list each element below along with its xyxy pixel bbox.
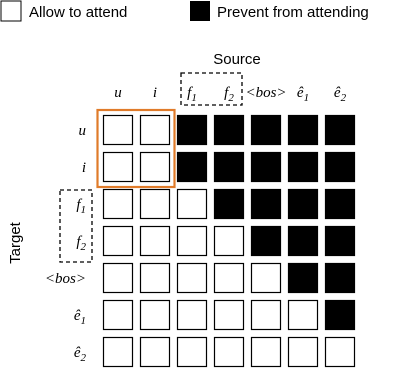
mask-cell-r5-c5 xyxy=(287,299,319,331)
target-label-1: i xyxy=(82,160,86,176)
source-label-6-text: ê xyxy=(334,85,341,101)
mask-cell-r6-c3 xyxy=(213,336,245,368)
target-axis-label: Target xyxy=(7,221,24,264)
mask-cell-r1-c6 xyxy=(324,151,356,183)
mask-cell-r0-c6 xyxy=(324,114,356,146)
mask-cell-r0-c1 xyxy=(139,114,171,146)
legend-allow-swatch xyxy=(0,0,22,22)
source-label-6-subscript: 2 xyxy=(341,92,347,104)
mask-cell-r1-c1 xyxy=(139,151,171,183)
mask-cell-r2-c3 xyxy=(213,188,245,220)
target-label-4-text: <bos> xyxy=(45,271,86,287)
mask-cell-r1-c2 xyxy=(176,151,208,183)
mask-cell-r3-c0 xyxy=(102,225,134,257)
source-label-2-subscript: 1 xyxy=(191,92,197,104)
source-label-3-subscript: 2 xyxy=(228,92,234,104)
target-label-3: f2 xyxy=(76,234,86,253)
mask-cell-r4-c3 xyxy=(213,262,245,294)
mask-cell-r4-c2 xyxy=(176,262,208,294)
target-label-0-text: u xyxy=(79,123,87,139)
target-label-2: f1 xyxy=(76,197,86,216)
mask-cell-r6-c4 xyxy=(250,336,282,368)
mask-cell-r5-c0 xyxy=(102,299,134,331)
legend-prevent-swatch xyxy=(190,1,210,21)
mask-cell-r6-c6 xyxy=(324,336,356,368)
target-label-6-text: ê xyxy=(74,345,81,361)
target-label-6-subscript: 2 xyxy=(81,352,87,364)
target-label-0: u xyxy=(79,123,87,139)
mask-cell-r5-c6 xyxy=(324,299,356,331)
target-feature-bracket xyxy=(59,189,93,263)
mask-cell-r5-c3 xyxy=(213,299,245,331)
source-label-6: ê2 xyxy=(334,85,347,104)
mask-cell-r3-c3 xyxy=(213,225,245,257)
source-token-labels: u i f1 f2 <bos> ê1 ê2 xyxy=(114,85,346,104)
mask-cell-r2-c1 xyxy=(139,188,171,220)
target-label-5: ê1 xyxy=(74,308,86,327)
mask-cell-r2-c4 xyxy=(250,188,282,220)
target-label-6: ê2 xyxy=(74,345,87,364)
mask-cell-r0-c5 xyxy=(287,114,319,146)
mask-cell-r5-c4 xyxy=(250,299,282,331)
target-label-4: <bos> xyxy=(45,271,86,287)
mask-grid xyxy=(102,114,356,368)
mask-cell-r1-c4 xyxy=(250,151,282,183)
target-label-5-subscript: 1 xyxy=(81,315,87,327)
mask-cell-r0-c0 xyxy=(102,114,134,146)
mask-cell-r3-c6 xyxy=(324,225,356,257)
source-label-3-text: f xyxy=(224,85,230,101)
user-item-highlight xyxy=(96,108,176,189)
source-feature-bracket xyxy=(180,72,243,106)
mask-cell-r4-c4 xyxy=(250,262,282,294)
mask-cell-r3-c5 xyxy=(287,225,319,257)
target-label-2-text: f xyxy=(76,197,82,213)
mask-cell-r4-c5 xyxy=(287,262,319,294)
mask-cell-r6-c0 xyxy=(102,336,134,368)
source-label-5: ê1 xyxy=(297,85,309,104)
mask-cell-r2-c5 xyxy=(287,188,319,220)
mask-cell-r3-c1 xyxy=(139,225,171,257)
mask-cell-r6-c1 xyxy=(139,336,171,368)
mask-cell-r4-c6 xyxy=(324,262,356,294)
mask-cell-r2-c0 xyxy=(102,188,134,220)
target-label-3-text: f xyxy=(76,234,82,250)
source-label-4: <bos> xyxy=(245,85,286,101)
legend: Allow to attend Prevent from attending xyxy=(0,0,369,22)
mask-cell-r5-c1 xyxy=(139,299,171,331)
target-label-2-subscript: 1 xyxy=(81,204,87,216)
target-label-3-subscript: 2 xyxy=(81,241,87,253)
source-label-2-text: f xyxy=(187,85,193,101)
mask-cell-r3-c2 xyxy=(176,225,208,257)
mask-cell-r2-c6 xyxy=(324,188,356,220)
source-label-0-text: u xyxy=(114,85,122,101)
source-label-2: f1 xyxy=(187,85,197,104)
source-label-4-text: <bos> xyxy=(245,85,286,101)
source-label-0: u xyxy=(114,85,122,101)
mask-cell-r0-c4 xyxy=(250,114,282,146)
source-label-5-text: ê xyxy=(297,85,304,101)
mask-cell-r3-c4 xyxy=(250,225,282,257)
mask-cell-r6-c5 xyxy=(287,336,319,368)
mask-cell-r2-c2 xyxy=(176,188,208,220)
mask-cell-r6-c2 xyxy=(176,336,208,368)
source-axis-label: Source xyxy=(213,51,261,68)
mask-cell-r5-c2 xyxy=(176,299,208,331)
mask-cell-r0-c3 xyxy=(213,114,245,146)
source-label-5-subscript: 1 xyxy=(304,92,310,104)
mask-cell-r1-c5 xyxy=(287,151,319,183)
mask-cell-r1-c0 xyxy=(102,151,134,183)
mask-cell-r1-c3 xyxy=(213,151,245,183)
target-label-1-text: i xyxy=(82,160,86,176)
source-label-1-text: i xyxy=(153,85,157,101)
mask-cell-r4-c1 xyxy=(139,262,171,294)
mask-cell-r4-c0 xyxy=(102,262,134,294)
source-label-1: i xyxy=(153,85,157,101)
source-label-3: f2 xyxy=(224,85,234,104)
legend-allow-label: Allow to attend xyxy=(29,4,127,21)
legend-prevent-label: Prevent from attending xyxy=(217,4,369,21)
target-label-5-text: ê xyxy=(74,308,81,324)
mask-cell-r0-c2 xyxy=(176,114,208,146)
